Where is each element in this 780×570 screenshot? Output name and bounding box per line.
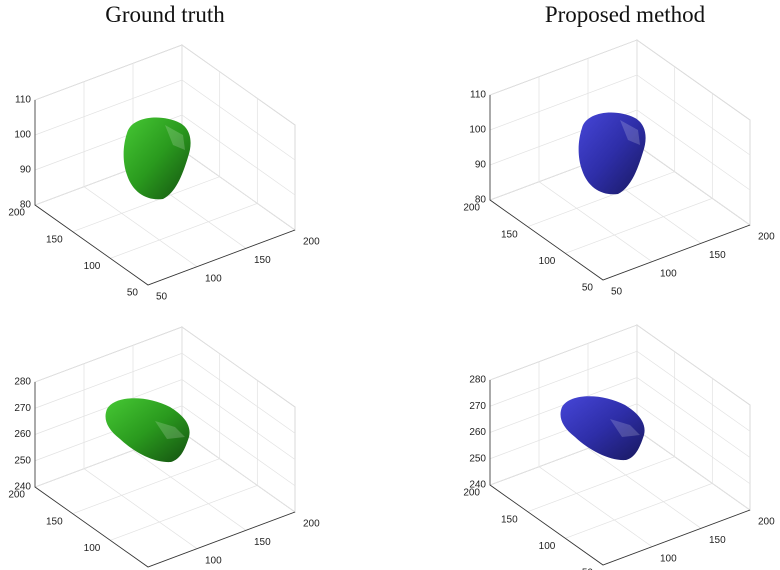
z-tick-label: 100 bbox=[469, 125, 486, 136]
y-tick-label: 200 bbox=[8, 490, 25, 501]
x-tick-label: 100 bbox=[205, 555, 222, 566]
y-tick-label: 150 bbox=[501, 229, 518, 240]
y-tick-label: 200 bbox=[463, 488, 480, 499]
y-tick-label: 150 bbox=[46, 516, 63, 527]
x-tick-label: 200 bbox=[758, 517, 775, 528]
x-tick-label: 100 bbox=[205, 273, 222, 284]
y-tick-label: 100 bbox=[84, 543, 101, 554]
z-tick-label: 250 bbox=[469, 453, 486, 464]
y-tick-label: 150 bbox=[501, 514, 518, 525]
y-tick-label: 150 bbox=[46, 234, 63, 245]
z-tick-label: 100 bbox=[14, 130, 31, 141]
z-tick-label: 250 bbox=[14, 455, 31, 466]
column-title: Proposed method bbox=[545, 2, 706, 27]
z-tick-label: 260 bbox=[14, 429, 31, 440]
x-tick-label: 150 bbox=[254, 255, 271, 266]
y-tick-label: 100 bbox=[539, 541, 556, 552]
z-tick-label: 280 bbox=[14, 377, 31, 388]
x-tick-label: 200 bbox=[303, 519, 320, 530]
z-tick-label: 90 bbox=[475, 160, 487, 171]
x-tick-label: 150 bbox=[709, 535, 726, 546]
y-tick-label: 50 bbox=[127, 288, 139, 299]
x-tick-label: 200 bbox=[303, 237, 320, 248]
y-tick-label: 200 bbox=[463, 203, 480, 214]
z-tick-label: 270 bbox=[14, 403, 31, 414]
z-tick-label: 90 bbox=[20, 165, 32, 176]
y-tick-label: 200 bbox=[8, 208, 25, 219]
z-tick-label: 110 bbox=[15, 95, 31, 106]
x-tick-label: 200 bbox=[758, 232, 775, 243]
z-tick-label: 270 bbox=[469, 401, 486, 412]
x-tick-label: 150 bbox=[709, 250, 726, 261]
x-tick-label: 100 bbox=[660, 553, 677, 564]
column-title: Ground truth bbox=[105, 2, 225, 27]
figure: Ground truth Proposed method 80901001102… bbox=[0, 0, 780, 570]
z-tick-label: 280 bbox=[469, 375, 486, 386]
x-tick-label: 50 bbox=[611, 287, 623, 298]
z-tick-label: 110 bbox=[470, 90, 486, 101]
y-tick-label: 100 bbox=[84, 261, 101, 272]
x-tick-label: 150 bbox=[254, 537, 271, 548]
z-tick-label: 260 bbox=[469, 427, 486, 438]
x-tick-label: 100 bbox=[660, 268, 677, 279]
x-tick-label: 50 bbox=[156, 292, 168, 303]
y-tick-label: 100 bbox=[539, 256, 556, 267]
y-tick-label: 50 bbox=[582, 283, 594, 294]
